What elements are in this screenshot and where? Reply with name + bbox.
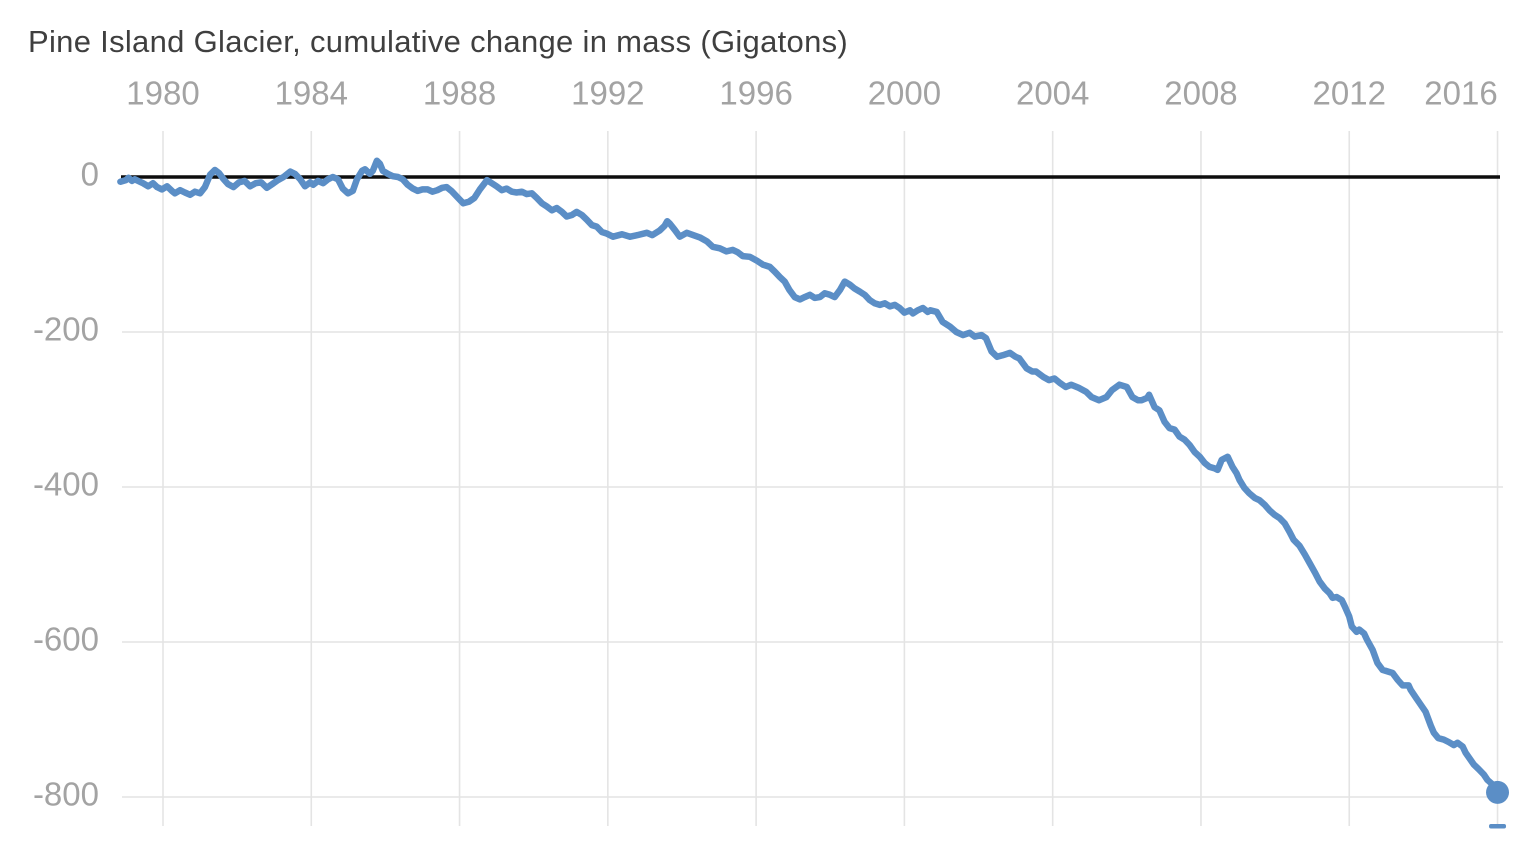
x-tick-label: 2012 [1313,75,1386,112]
chart-title: Pine Island Glacier, cumulative change i… [28,24,849,59]
y-tick-label: -400 [33,466,99,503]
y-tick-label: -600 [33,621,99,658]
x-tick-label: 2000 [868,75,941,112]
x-tick-label: 2004 [1016,75,1089,112]
x-tick-label: 1992 [571,75,644,112]
x-tick-label: 1996 [719,75,792,112]
x-tick-label: 2008 [1164,75,1237,112]
y-tick-label: -800 [33,776,99,813]
y-tick-label: 0 [81,156,99,193]
x-tick-label: 1980 [126,75,199,112]
x-tick-label: 1988 [423,75,496,112]
end-point-marker [1486,780,1510,804]
data-line [117,157,1501,796]
y-tick-label: -200 [33,311,99,348]
end-point-tick [1489,824,1507,829]
x-tick-label: 2016 [1424,75,1497,112]
x-tick-label: 1984 [275,75,348,112]
